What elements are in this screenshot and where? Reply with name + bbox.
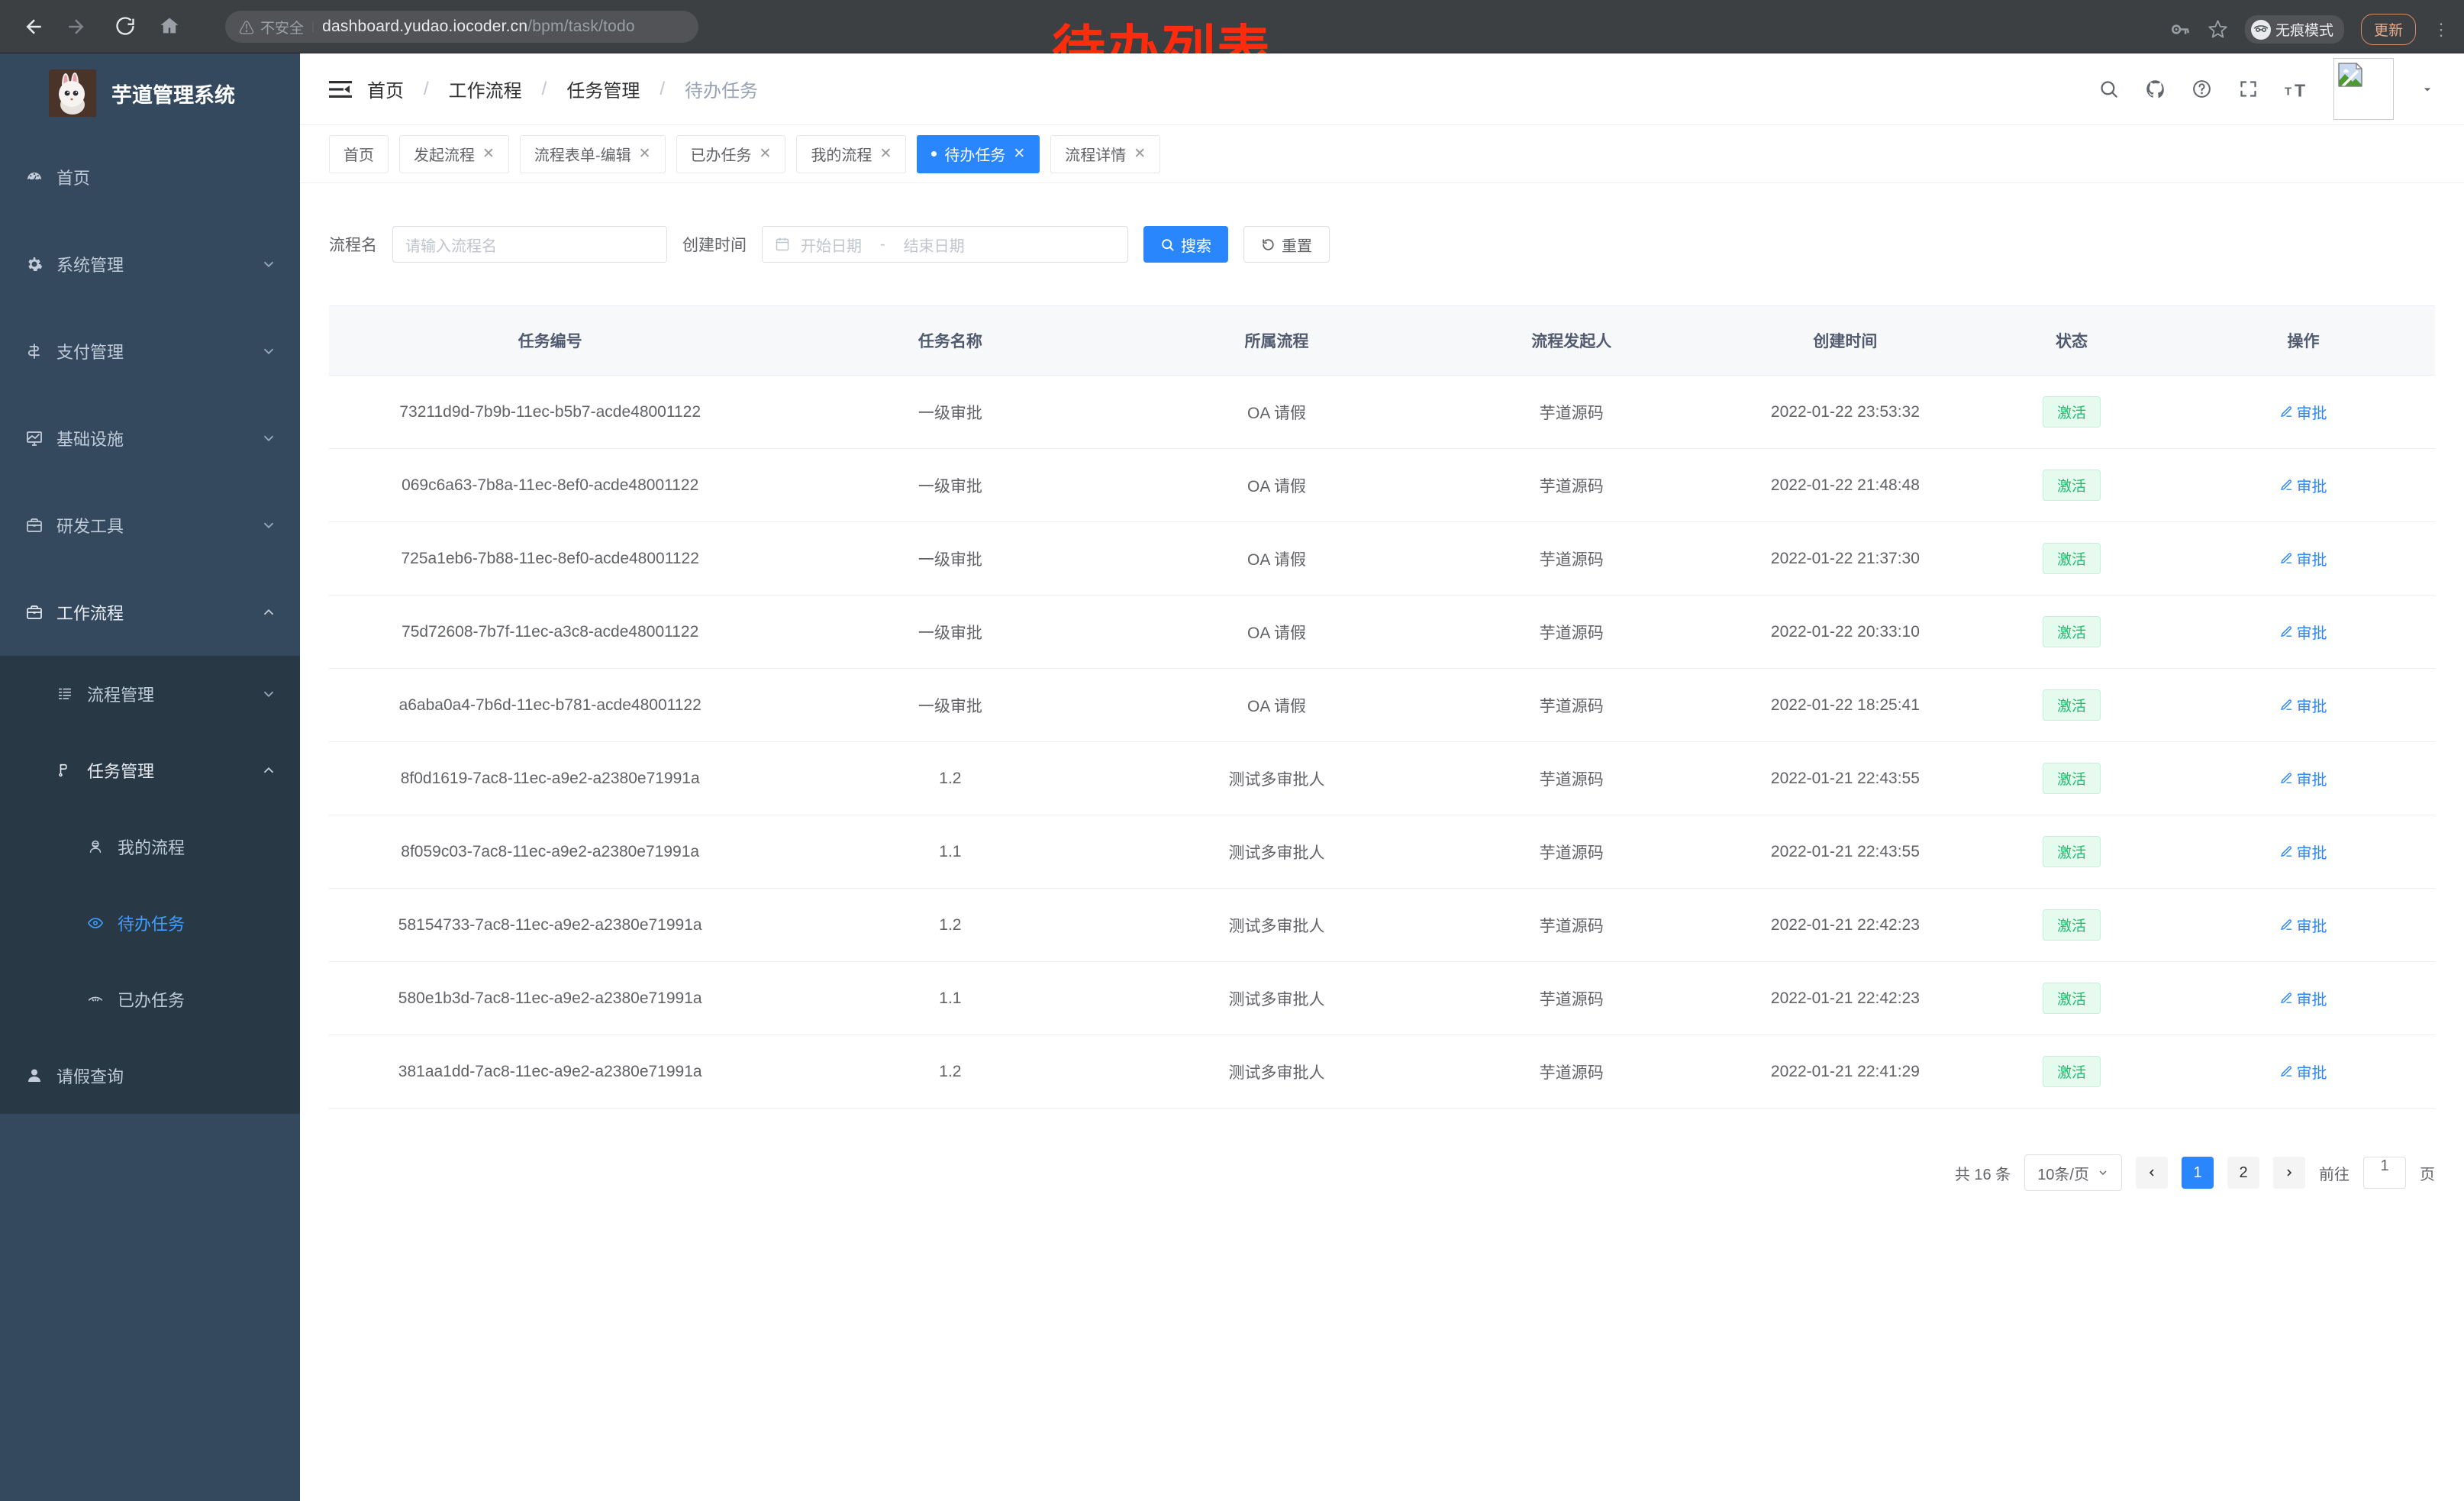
svg-text:T: T bbox=[2295, 81, 2305, 100]
svg-text:T: T bbox=[2285, 86, 2291, 98]
